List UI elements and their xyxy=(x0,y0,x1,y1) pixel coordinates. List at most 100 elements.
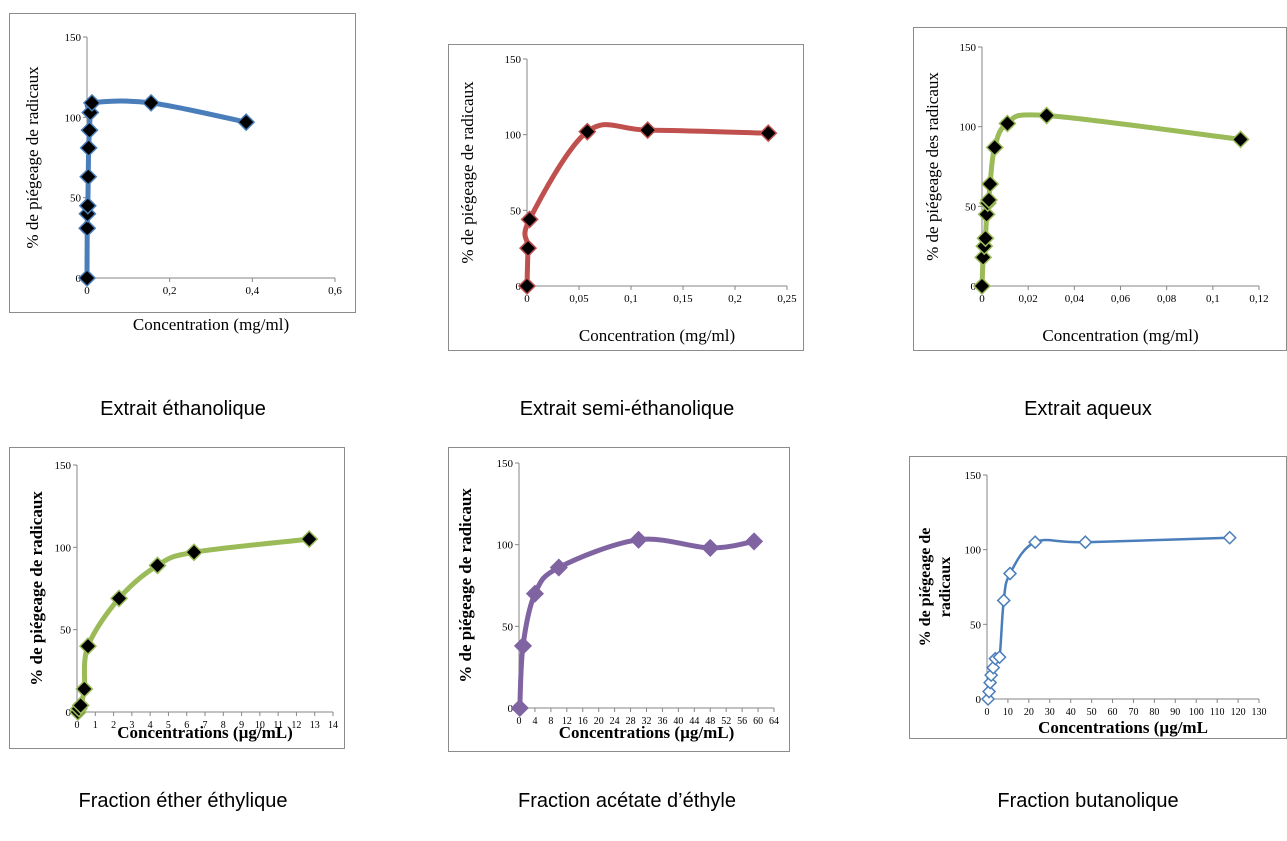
data-point-marker xyxy=(80,121,99,140)
data-point-marker xyxy=(985,138,1004,157)
y-tick-label: 50 xyxy=(970,619,982,631)
x-tick-label: 5 xyxy=(166,720,171,731)
data-point-marker xyxy=(71,696,90,715)
x-tick-label: 40 xyxy=(673,716,683,727)
x-tick-label: 7 xyxy=(203,720,208,731)
x-tick-label: 0,12 xyxy=(1249,293,1268,305)
data-point-marker xyxy=(976,229,995,248)
data-point-marker xyxy=(629,530,648,549)
caption-semi-ethanolique: Extrait semi-éthanolique xyxy=(519,398,735,420)
x-axis-title: Concentration (mg/ml) xyxy=(579,326,735,345)
data-point-marker xyxy=(517,276,537,296)
x-tick-label: 60 xyxy=(1108,707,1118,718)
x-tick-label: 0,04 xyxy=(1065,293,1085,305)
x-tick-label: 0,2 xyxy=(163,285,177,297)
x-axis-title: Concentrations (µg/mL) xyxy=(117,723,293,742)
x-tick-label: 52 xyxy=(721,716,731,727)
x-axis-title: Concentration (mg/ml) xyxy=(1042,326,1198,345)
y-axis-title: % de piégeage des radicaux xyxy=(923,72,942,261)
x-tick-label: 110 xyxy=(1210,707,1225,718)
y-tick-label: 150 xyxy=(960,42,977,54)
x-tick-label: 100 xyxy=(1189,707,1204,718)
x-tick-label: 0 xyxy=(75,720,80,731)
x-tick-label: 30 xyxy=(1045,707,1055,718)
x-tick-label: 3 xyxy=(129,720,134,731)
x-tick-label: 20 xyxy=(1024,707,1034,718)
x-tick-label: 10 xyxy=(1003,707,1013,718)
data-point-marker xyxy=(1231,130,1250,149)
x-tick-label: 4 xyxy=(148,720,153,731)
x-tick-label: 0,25 xyxy=(777,293,797,305)
x-tick-label: 70 xyxy=(1128,707,1138,718)
data-point-marker xyxy=(996,593,1011,608)
y-tick-label: 150 xyxy=(65,32,82,44)
data-point-marker xyxy=(109,589,129,608)
x-tick-label: 120 xyxy=(1231,707,1246,718)
y-tick-label: 0 xyxy=(66,707,72,719)
data-point-marker xyxy=(518,239,538,258)
x-tick-label: 36 xyxy=(657,716,667,727)
chart-panel-butanolique: 0 50 100 150 0 10 20 30 40 50 60 70 80 90 100 110 120 130… xyxy=(909,456,1287,739)
x-tick-label: 24 xyxy=(610,716,620,727)
chart-panel-aqueux: 0 50 100 150 0 0,02 0,04 0,06 0,08 0,1 0,12 Concent… xyxy=(913,27,1287,351)
chart-panel-ethanolique: 0 50 100 150 0 0,2 0,4 0,6 Concentration (mg/ml)… xyxy=(9,13,356,334)
x-tick-label: 9 xyxy=(239,720,244,731)
series-line xyxy=(986,536,1231,701)
y-axis-title: % de piégeage de xyxy=(917,528,934,647)
x-tick-label: 0,1 xyxy=(1206,293,1220,305)
data-point-marker xyxy=(79,138,98,157)
y-tick-label: 0 xyxy=(516,281,522,293)
x-tick-label: 32 xyxy=(642,716,652,727)
x-tick-label: 80 xyxy=(1149,707,1159,718)
x-tick-label: 6 xyxy=(184,720,189,731)
data-point-marker xyxy=(638,121,657,140)
data-point-marker xyxy=(1037,106,1056,125)
x-tick-label: 48 xyxy=(705,716,715,727)
data-point-marker xyxy=(525,584,544,603)
x-tick-label: 60 xyxy=(753,716,763,727)
y-tick-label: 50 xyxy=(510,205,522,217)
y-tick-label: 50 xyxy=(965,201,977,213)
x-tick-label: 13 xyxy=(310,720,320,731)
data-point-marker xyxy=(1002,566,1018,581)
x-tick-label: 0 xyxy=(84,285,90,297)
x-tick-label: 0,2 xyxy=(728,293,742,305)
data-point-marker xyxy=(549,558,568,577)
x-tick-label: 14 xyxy=(328,720,338,731)
data-point-marker xyxy=(78,196,97,215)
data-point-marker xyxy=(184,543,204,562)
data-point-marker xyxy=(78,219,97,238)
chart-panel-semi-ethanolique: 0 50 100 150 0 0,05 0,1 0,15 0,2 0,25 Concentratio… xyxy=(448,44,804,351)
data-point-marker xyxy=(510,698,529,718)
x-tick-label: 64 xyxy=(769,716,779,727)
x-tick-label: 8 xyxy=(548,716,553,727)
x-tick-label: 0,05 xyxy=(569,293,589,305)
x-axis-title: Concentrations (µg/mL) xyxy=(559,723,735,742)
y-axis-title: % de piégeage de radicaux xyxy=(27,491,46,686)
x-axis-title: Concentration (mg/ml) xyxy=(133,315,289,334)
y-tick-label: 100 xyxy=(505,130,522,142)
data-point-marker xyxy=(142,93,161,112)
data-point-marker xyxy=(300,530,319,549)
y-tick-label: 100 xyxy=(55,542,72,554)
y-axis-title: % de piégeage de radicaux xyxy=(456,488,475,683)
y-tick-label: 0 xyxy=(971,281,977,293)
x-tick-label: 8 xyxy=(221,720,226,731)
y-tick-label: 100 xyxy=(965,545,982,557)
data-point-marker xyxy=(1222,530,1237,545)
series-line xyxy=(84,98,249,281)
x-tick-label: 130 xyxy=(1252,707,1267,718)
caption-aqueux: Extrait aqueux xyxy=(1024,398,1152,420)
series-line xyxy=(75,536,312,715)
data-point-marker xyxy=(759,124,778,143)
x-tick-label: 0,6 xyxy=(328,285,342,297)
x-tick-label: 0 xyxy=(985,707,990,718)
x-tick-label: 0 xyxy=(524,293,530,305)
x-tick-label: 0,02 xyxy=(1019,293,1038,305)
x-tick-label: 12 xyxy=(291,720,301,731)
caption-acetate: Fraction acétate d’éthyle xyxy=(518,790,736,812)
caption-ether: Fraction éther éthylique xyxy=(78,790,288,812)
y-tick-label: 0 xyxy=(976,694,982,706)
